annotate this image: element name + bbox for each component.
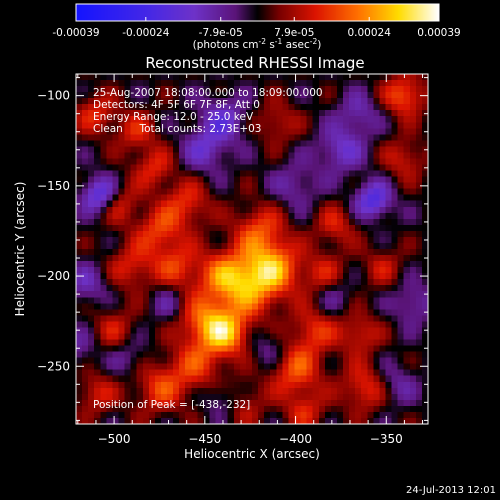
colorbar-tick-label: 0.00039 (417, 27, 460, 39)
colorbar-tick-label: -0.00024 (122, 27, 170, 39)
y-tick-label: −250 (37, 359, 70, 373)
annotation-energy-range: Energy Range: 12.0 - 25.0 keV (93, 111, 254, 123)
y-tick-label: −200 (37, 269, 70, 283)
plot-axes: −500 −450 −400 −350 −100 −150 −200 −250 (37, 73, 429, 446)
x-tick-label: −500 (98, 432, 131, 446)
colorbar-gradient (76, 4, 439, 21)
y-axis-label: Heliocentric Y (arcsec) (13, 182, 27, 317)
x-tick-label: −400 (279, 432, 312, 446)
x-tick-label: −450 (188, 432, 221, 446)
y-tick-label: −150 (37, 179, 70, 193)
annotation-block: 25-Aug-2007 18:08:00.000 to 18:09:00.000… (93, 87, 323, 135)
colorbar-tick-label: 0.00024 (347, 27, 391, 39)
annotation-detectors: Detectors: 4F 5F 6F 7F 8F, Att 0 (93, 99, 260, 111)
heatmap-image (76, 74, 428, 424)
colorbar: -0.00039 -0.00024 -7.9e-05 7.9e-05 0.00024 0.… (52, 3, 461, 51)
colorbar-tick-label: 7.9e-05 (274, 27, 314, 39)
peak-position-label: Position of Peak = [-438,-232] (93, 399, 250, 411)
annotation-time-range: 25-Aug-2007 18:08:00.000 to 18:09:00.000 (93, 87, 323, 99)
y-tick-label: −100 (37, 89, 70, 103)
colorbar-unit-label: (photons cm-2 s-1 asec-2) (193, 37, 322, 51)
timestamp: 24-Jul-2013 12:01 (406, 485, 496, 496)
chart-title: Reconstructed RHESSI Image (145, 54, 364, 72)
colorbar-tick-label: -0.00039 (52, 27, 99, 39)
x-axis-label: Heliocentric X (arcsec) (184, 447, 320, 461)
colorbar-ticks: -0.00039 -0.00024 -7.9e-05 7.9e-05 0.00024 0.… (52, 17, 461, 39)
annotation-clean-counts: Clean Total counts: 2.73E+03 (93, 123, 262, 135)
colorbar-tick-label: -7.9e-05 (199, 27, 243, 39)
x-tick-label: −350 (370, 432, 403, 446)
